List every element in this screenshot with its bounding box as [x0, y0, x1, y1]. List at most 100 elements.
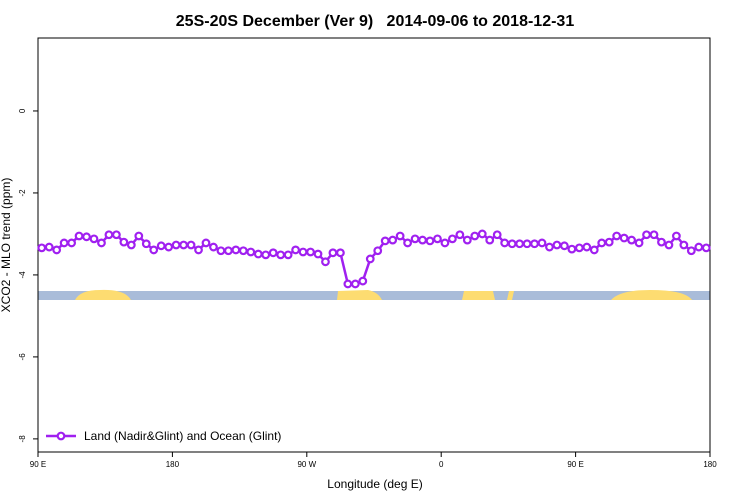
data-point [657, 237, 666, 247]
data-point [238, 246, 248, 256]
data-point [186, 240, 196, 250]
data-point [679, 240, 689, 250]
data-point [380, 236, 390, 246]
y-tick-label: -6 [18, 353, 27, 361]
data-point [268, 248, 278, 258]
data-point [604, 237, 614, 247]
land-shape [462, 291, 495, 300]
data-point [440, 238, 450, 248]
data-point [97, 238, 106, 248]
land-shape [75, 289, 131, 300]
data-point [134, 231, 144, 241]
data-point [619, 233, 629, 243]
data-point [231, 245, 241, 255]
data-point [82, 232, 91, 242]
data-point [216, 246, 226, 256]
data-point [373, 246, 383, 256]
data-point [358, 276, 368, 286]
data-point [59, 238, 69, 248]
x-tick-label: 0 [439, 460, 444, 469]
legend: Land (Nadir&Glint) and Ocean (Glint) [46, 429, 281, 443]
data-point [433, 234, 442, 244]
data-point [567, 244, 577, 254]
y-tick-label: -8 [18, 435, 27, 443]
land-shape [611, 290, 692, 300]
data-point [395, 231, 405, 241]
data-point [515, 239, 524, 249]
data-point [104, 230, 114, 240]
data-point [365, 254, 375, 264]
data-point [313, 249, 323, 259]
data-point [209, 242, 218, 252]
legend-marker [56, 431, 66, 441]
data-point [403, 238, 413, 248]
data-point [74, 231, 84, 241]
data-point [179, 240, 189, 250]
data-point [156, 241, 166, 251]
data-point [574, 243, 584, 253]
legend-label: Land (Nadir&Glint) and Ocean (Glint) [84, 429, 281, 443]
data-point [664, 240, 674, 250]
data-point [321, 257, 330, 267]
y-tick-label: -4 [18, 271, 27, 279]
data-point [455, 230, 465, 240]
data-point [111, 230, 121, 240]
data-point [582, 242, 592, 252]
plot-frame [37, 37, 711, 453]
data-point [253, 249, 263, 259]
land-shape [507, 291, 514, 300]
data-point [612, 231, 622, 241]
data-point [328, 248, 338, 258]
data-point [701, 243, 711, 253]
x-axis-label: Longitude (deg E) [327, 477, 422, 491]
data-point [283, 250, 293, 260]
data-point [171, 240, 181, 250]
data-point [67, 238, 76, 248]
data-point [306, 247, 315, 257]
data-point [589, 245, 599, 255]
data-point [119, 237, 129, 247]
y-axis-label: XCO2 - MLO trend (ppm) [0, 178, 13, 313]
data-point [291, 245, 301, 255]
x-tick-label: 90 W [297, 460, 316, 469]
data-point [37, 243, 47, 253]
land-shape [337, 290, 382, 300]
data-point [201, 238, 211, 248]
data-point [89, 234, 99, 244]
data-point [485, 235, 495, 245]
data-point [634, 238, 644, 248]
x-tick-label: 90 E [30, 460, 46, 469]
data-point [261, 250, 271, 260]
data-point [336, 248, 345, 258]
data-point [686, 246, 696, 256]
data-point [470, 231, 480, 241]
data-point [642, 230, 651, 240]
x-tick-label: 180 [703, 460, 717, 469]
data-point [410, 234, 420, 244]
data-point [552, 240, 562, 250]
x-tick-label: 180 [166, 460, 180, 469]
chart-title: 25S-20S December (Ver 9) 2014-09-06 to 2… [176, 13, 575, 30]
data-point [448, 234, 457, 244]
data-point [425, 236, 435, 246]
data-point [350, 279, 360, 289]
data-point [52, 245, 62, 255]
data-point [246, 247, 256, 257]
data-point [545, 242, 554, 252]
data-point [627, 235, 636, 245]
data-point [276, 250, 286, 260]
data-point [560, 241, 569, 251]
data-point [694, 242, 704, 252]
data-point [164, 242, 174, 252]
y-tick-label: -2 [18, 189, 27, 197]
x-tick-label: 90 E [567, 460, 583, 469]
data-point [223, 246, 233, 256]
data-point [530, 239, 539, 249]
data-point [388, 235, 398, 245]
data-point [149, 245, 159, 255]
data-point [492, 230, 502, 240]
data-point [500, 238, 510, 248]
data-point [507, 239, 517, 249]
